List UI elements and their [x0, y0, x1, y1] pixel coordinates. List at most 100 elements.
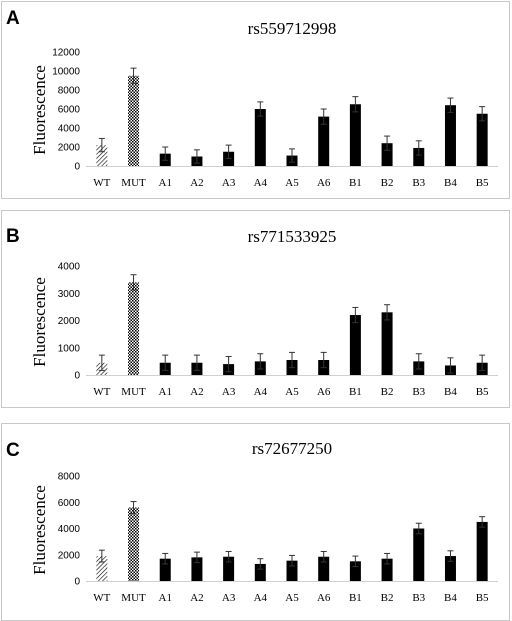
x-tick-label: A2 [190, 177, 203, 189]
y-tick-label: 12000 [52, 48, 80, 59]
bar-mut [128, 282, 140, 375]
y-tick-label: 4000 [58, 524, 81, 535]
y-tick-label: 0 [74, 371, 80, 382]
x-tick-label: A6 [317, 177, 331, 189]
error-bar-a2 [193, 354, 200, 371]
error-bar-b5 [479, 516, 486, 528]
error-bar-b1 [352, 96, 359, 113]
error-bar-a2 [193, 551, 200, 564]
bar-a4 [254, 563, 266, 581]
x-tick-label: A6 [317, 592, 331, 604]
x-tick-label: B5 [476, 177, 489, 189]
x-tick-label: B2 [381, 177, 394, 189]
x-tick-label: WT [93, 386, 110, 398]
error-bar-b4 [447, 550, 454, 562]
bar-a1 [159, 558, 171, 581]
error-bar-mut [130, 274, 137, 291]
bar-a2 [191, 557, 203, 581]
x-tick-label: A3 [222, 386, 236, 398]
y-tick-label: 6000 [58, 498, 81, 509]
panel-letter: A [6, 8, 20, 29]
x-tick-label: A5 [285, 592, 299, 604]
y-tick-label: 6000 [58, 105, 81, 116]
x-tick-label: B2 [381, 386, 394, 398]
bar-b5 [476, 521, 488, 581]
x-tick-label: B3 [412, 592, 425, 604]
y-axis-label: Fluorescence [30, 277, 49, 367]
x-tick-label: A4 [254, 386, 268, 398]
error-bar-b4 [447, 97, 454, 113]
error-bar-a3 [225, 144, 232, 159]
x-tick-label: B5 [476, 592, 489, 604]
chart-title: rs559712998 [248, 19, 337, 38]
error-bar-a6 [320, 351, 327, 369]
error-bar-a1 [162, 552, 169, 565]
y-tick-label: 0 [74, 162, 80, 173]
y-tick-label: 4000 [58, 124, 81, 135]
error-bar-b3 [415, 140, 422, 156]
error-bar-wt [98, 354, 105, 371]
error-bar-a4 [257, 558, 264, 570]
x-tick-label: B4 [444, 177, 457, 189]
error-bar-a3 [225, 550, 232, 563]
bar-b3 [413, 528, 425, 581]
bar-a3 [223, 556, 235, 581]
y-axis-label: Fluorescence [30, 65, 49, 155]
panel-letter: C [6, 440, 20, 461]
error-bar-mut [130, 501, 137, 514]
error-bar-b3 [415, 522, 422, 535]
bar-wt [96, 145, 108, 166]
error-bar-mut [130, 67, 137, 84]
bar-a4 [254, 109, 266, 166]
error-bar-a1 [162, 354, 169, 371]
bar-b4 [444, 105, 456, 166]
error-bar-a6 [320, 550, 327, 563]
y-tick-label: 2000 [58, 316, 81, 327]
x-tick-label: WT [93, 177, 110, 189]
y-tick-label: 8000 [58, 86, 81, 97]
error-bar-a5 [289, 351, 295, 369]
x-tick-label: A2 [190, 592, 203, 604]
bar-a6 [318, 116, 330, 166]
error-bar-b2 [384, 552, 391, 565]
x-tick-label: B1 [349, 386, 362, 398]
x-tick-label: B3 [412, 177, 425, 189]
bar-b5 [476, 113, 488, 166]
bar-b4 [444, 556, 456, 581]
x-tick-label: B4 [444, 592, 457, 604]
x-tick-label: WT [93, 592, 110, 604]
error-bar-b2 [384, 135, 391, 151]
x-tick-label: A2 [190, 386, 203, 398]
y-tick-label: 3000 [58, 289, 81, 300]
chart-title: rs72677250 [252, 439, 332, 458]
x-tick-label: B5 [476, 386, 489, 398]
x-tick-label: A6 [317, 386, 331, 398]
error-bar-b5 [479, 354, 486, 371]
error-bar-a5 [289, 148, 295, 163]
bar-b3 [413, 147, 425, 166]
x-tick-label: MUT [121, 177, 146, 189]
y-axis-label: Fluorescence [30, 485, 49, 575]
bar-b1 [349, 315, 361, 375]
error-bar-a4 [257, 101, 264, 117]
error-bar-b1 [352, 306, 359, 324]
error-bar-b5 [479, 106, 486, 122]
error-bar-b1 [352, 555, 359, 568]
bar-b1 [349, 561, 361, 581]
error-bar-a4 [257, 353, 264, 370]
x-tick-label: B1 [349, 592, 362, 604]
x-tick-label: A5 [285, 177, 299, 189]
bar-mut [128, 507, 140, 581]
x-tick-label: A1 [159, 592, 172, 604]
x-tick-label: B3 [412, 386, 425, 398]
error-bar-wt [98, 137, 105, 153]
bar-a6 [318, 556, 330, 581]
error-bar-a2 [193, 149, 200, 164]
x-tick-label: A4 [254, 592, 268, 604]
x-tick-label: MUT [121, 592, 146, 604]
x-tick-label: A5 [285, 386, 299, 398]
y-tick-label: 0 [74, 577, 80, 588]
x-tick-label: B1 [349, 177, 362, 189]
